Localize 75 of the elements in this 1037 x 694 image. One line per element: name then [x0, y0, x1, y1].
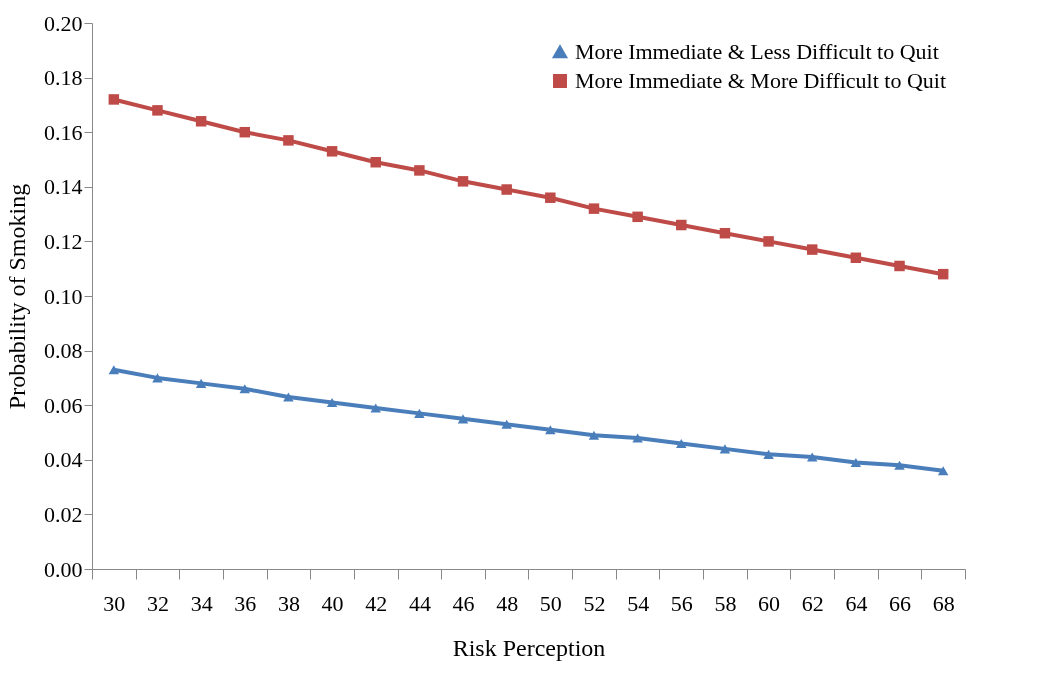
x-tick-label: 54 — [627, 590, 650, 616]
x-tick-label: 44 — [408, 590, 431, 616]
y-tick-label: 0.06 — [44, 392, 83, 418]
point — [108, 94, 120, 105]
point — [195, 116, 207, 127]
x-tick-label: 64 — [845, 590, 868, 616]
point — [108, 365, 120, 375]
point — [806, 244, 818, 255]
x-tick-label: 52 — [583, 590, 606, 616]
point — [545, 192, 556, 203]
x-tick-label: 58 — [714, 590, 737, 616]
y-tick-label: 0.04 — [44, 447, 83, 473]
point — [806, 452, 818, 462]
y-axis-title: Probability of Smoking — [4, 183, 30, 410]
y-tick-label: 0.10 — [44, 283, 83, 309]
point — [719, 444, 731, 454]
x-tick-label: 42 — [365, 590, 388, 616]
point — [501, 419, 512, 429]
point — [152, 105, 163, 116]
point — [326, 397, 338, 408]
x-tick-label: 48 — [496, 590, 519, 616]
x-tick-label: 38 — [277, 590, 300, 616]
y-tick-label: 0.12 — [44, 228, 83, 254]
y-tick-label: 0.08 — [44, 338, 83, 364]
x-axis-title: Risk Perception — [452, 634, 606, 661]
x-tick-label: 50 — [539, 590, 562, 616]
x-tick-label: 62 — [801, 590, 824, 616]
point — [545, 425, 556, 435]
point — [676, 438, 687, 448]
x-tick-label: 56 — [670, 590, 693, 616]
x-tick-label: 60 — [758, 590, 781, 616]
point — [719, 227, 731, 239]
x-tick-label: 30 — [103, 590, 126, 616]
legend-label: More Immediate & More Difficult to Quit — [575, 68, 947, 93]
point — [937, 268, 949, 280]
x-tick-label: 32 — [146, 590, 169, 616]
point — [850, 457, 862, 468]
legend-label: More Immediate & Less Difficult to Quit — [575, 39, 939, 64]
y-tick-label: 0.14 — [44, 174, 83, 200]
point — [588, 203, 600, 214]
y-tick-label: 0.02 — [44, 501, 83, 527]
point — [283, 392, 294, 402]
point — [632, 433, 643, 443]
point — [195, 378, 207, 388]
y-tick-label: 0.16 — [44, 119, 83, 145]
point — [239, 384, 251, 394]
x-tick-label: 68 — [932, 590, 955, 616]
y-tick-label: 0.20 — [44, 10, 83, 36]
point — [414, 165, 425, 176]
point — [850, 252, 862, 264]
point — [676, 219, 687, 231]
point — [457, 176, 469, 187]
point — [632, 211, 643, 223]
point — [763, 236, 774, 247]
x-tick-label: 36 — [234, 590, 257, 616]
point — [763, 449, 774, 459]
y-tick-label: 0.00 — [44, 556, 83, 582]
point — [501, 184, 512, 195]
point — [326, 146, 338, 157]
point — [457, 414, 469, 424]
x-tick-label: 66 — [889, 590, 912, 616]
x-tick-label: 40 — [321, 590, 344, 616]
point — [370, 156, 381, 168]
y-tick-label: 0.18 — [44, 65, 83, 91]
x-tick-label: 46 — [452, 590, 475, 616]
point — [283, 135, 294, 146]
point — [588, 430, 600, 440]
point — [414, 408, 425, 418]
point — [894, 260, 905, 272]
point — [239, 126, 251, 138]
point — [937, 466, 949, 476]
point — [152, 373, 163, 383]
x-tick-label: 34 — [190, 590, 213, 616]
point — [894, 460, 905, 470]
point — [370, 403, 381, 413]
